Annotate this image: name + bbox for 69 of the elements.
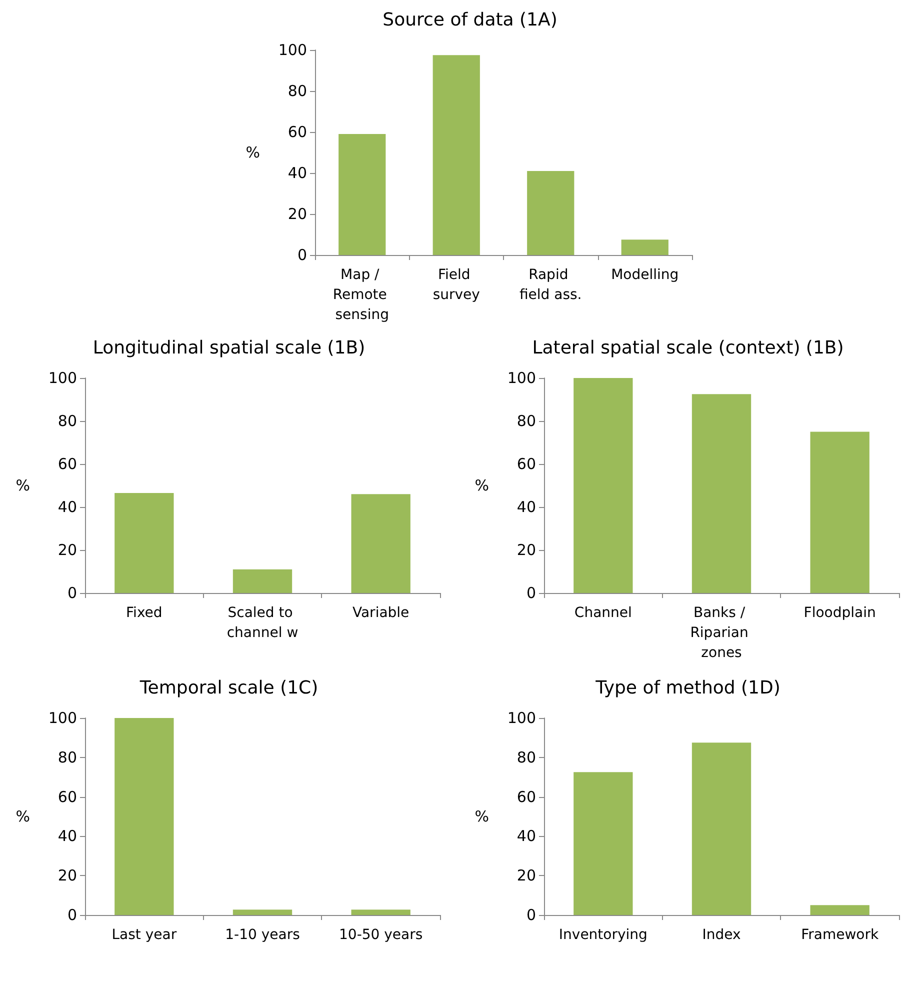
- bar: [692, 394, 752, 593]
- y-tick-label: 20: [516, 866, 536, 885]
- x-tick-label: Field survey: [432, 267, 480, 303]
- x-tick-label: Fixed: [126, 605, 162, 621]
- bar: [527, 170, 574, 255]
- y-tick-label: 80: [516, 412, 536, 430]
- x-tick-label: Index: [702, 927, 741, 943]
- bar: [692, 742, 752, 915]
- x-tick-label: Banks / Riparian zones: [690, 605, 753, 661]
- x-tick-label: Floodplain: [804, 605, 876, 621]
- y-tick-label: 60: [288, 123, 307, 141]
- y-tick-label: 0: [297, 246, 307, 264]
- x-tick-label: Rapid field ass.: [519, 267, 582, 303]
- y-tick-label: 100: [507, 369, 536, 387]
- x-tick-label: Inventorying: [558, 927, 648, 943]
- y-tick-label: 80: [516, 748, 536, 766]
- y-tick-label: 0: [526, 906, 536, 924]
- x-tick-label: Last year: [112, 927, 177, 943]
- y-tick-label: 100: [48, 369, 77, 387]
- x-tick-label: Map / Remote sensing: [332, 267, 392, 323]
- chart-title: Type of method (1D): [594, 678, 780, 698]
- bar: [351, 494, 410, 593]
- chart-title: Temporal scale (1C): [138, 678, 318, 698]
- y-tick-label: 0: [526, 584, 536, 602]
- y-tick-label: 40: [516, 827, 536, 846]
- y-axis-title: %: [474, 476, 489, 494]
- chart-title: Longitudinal spatial scale (1B): [92, 338, 366, 358]
- y-tick-label: 40: [58, 498, 77, 516]
- y-tick-label: 20: [288, 205, 307, 223]
- bar: [810, 432, 870, 593]
- chart-title: Source of data (1A): [382, 10, 558, 30]
- y-tick-label: 40: [516, 498, 536, 516]
- x-tick-label: 1-10 years: [225, 927, 300, 943]
- y-axis-title: %: [16, 476, 30, 494]
- y-tick-label: 60: [58, 455, 77, 473]
- y-tick-label: 20: [58, 541, 77, 559]
- x-tick-label: Channel: [574, 605, 632, 621]
- x-tick-label: Variable: [352, 605, 410, 621]
- bar: [810, 905, 870, 915]
- x-tick-label: Modelling: [611, 267, 679, 283]
- bar: [432, 55, 480, 255]
- y-tick-label: 40: [288, 164, 307, 182]
- bar: [574, 772, 633, 915]
- bar: [621, 240, 668, 255]
- bar: [338, 134, 386, 255]
- y-tick-label: 100: [48, 709, 77, 727]
- x-tick-label: 10-50 years: [338, 927, 423, 943]
- y-tick-label: 60: [516, 455, 536, 473]
- y-tick-label: 80: [58, 412, 77, 430]
- x-tick-label: Framework: [801, 927, 880, 943]
- bar: [114, 493, 174, 593]
- y-tick-label: 60: [58, 788, 77, 806]
- y-tick-label: 0: [67, 906, 77, 924]
- y-tick-label: 80: [288, 82, 307, 100]
- y-axis-title: %: [246, 144, 260, 162]
- y-axis-title: %: [474, 808, 489, 826]
- y-tick-label: 20: [58, 866, 77, 885]
- x-tick-label: Scaled to channel w: [226, 605, 298, 641]
- chart-title: Lateral spatial scale (context) (1B): [532, 338, 844, 358]
- bar: [232, 569, 292, 593]
- y-tick-label: 80: [58, 748, 77, 766]
- y-tick-label: 0: [67, 584, 77, 602]
- y-axis-title: %: [16, 808, 30, 826]
- y-tick-label: 20: [516, 541, 536, 559]
- y-tick-label: 40: [58, 827, 77, 846]
- y-tick-label: 60: [516, 788, 536, 806]
- bar: [574, 378, 633, 593]
- y-tick-label: 100: [278, 41, 307, 59]
- y-tick-label: 100: [507, 709, 536, 727]
